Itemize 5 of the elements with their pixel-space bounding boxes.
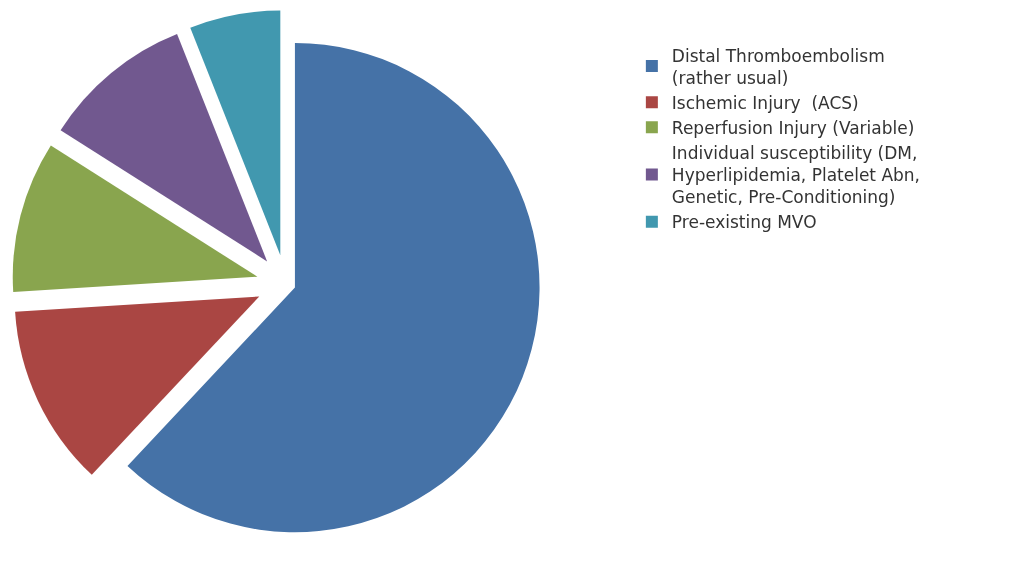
legend-label: Individual susceptibility (DM, Hyperlipidemia, Platelet Abn, Genetic, Pre-Conditioning) (671, 142, 921, 208)
legend-label: Ischemic Injury (ACS) (671, 92, 859, 113)
legend-label: Pre-existing MVO (671, 212, 817, 233)
legend-label: Reperfusion Injury (Variable) (671, 117, 915, 138)
legend-label: Distal Thromboembolism (rather usual) (671, 45, 885, 88)
